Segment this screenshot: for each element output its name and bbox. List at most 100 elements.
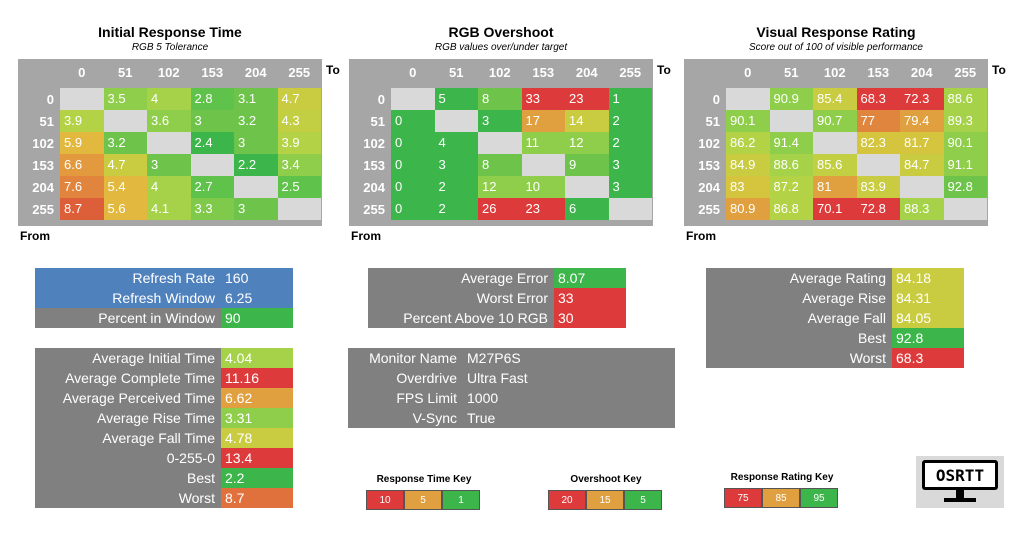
stat-label: Percent in Window (35, 308, 221, 328)
stat-row: Average Rise Time 3.31 (35, 408, 293, 428)
heatmap-cell (813, 132, 857, 154)
stat-row: Average Initial Time 4.04 (35, 348, 293, 368)
heatmap-cell: 5.9 (60, 132, 104, 154)
stat-row: Refresh Rate 160 (35, 268, 293, 288)
heatmap-1: 0 51 102 153 204 255 0 3.5 4 2.8 3.1 4.7 51 3.9 3.6 3 3.… (18, 59, 322, 226)
column-header: 102 (157, 65, 180, 80)
panel-title: Visual Response Rating (756, 24, 916, 40)
stat-row: V-Sync True (348, 408, 675, 428)
stat-label: Average Fall Time (35, 428, 221, 448)
stat-row: Worst 8.7 (35, 488, 293, 508)
stat-label: Worst (706, 348, 892, 368)
panel-subtitle: RGB 5 Tolerance (131, 42, 209, 53)
heatmap-cell: 84.7 (900, 154, 944, 176)
key-title: Response Time Key (376, 474, 472, 485)
stat-value: 84.05 (892, 308, 964, 328)
heatmap-cell: 91.4 (769, 132, 813, 154)
stat-label: FPS Limit (348, 388, 463, 408)
row-header: 204 (698, 180, 720, 195)
heatmap-cell: 3 (608, 154, 652, 176)
stat-value: True (463, 408, 675, 428)
heatmap-cell: 3 (478, 110, 522, 132)
heatmap-cell: 8 (478, 88, 522, 110)
row-header: 255 (32, 202, 54, 217)
heatmap-cell (726, 88, 770, 110)
heatmap-cell: 4.3 (277, 110, 321, 132)
stat-label: Best (35, 468, 221, 488)
column-header: 204 (575, 65, 598, 80)
row-header: 102 (32, 136, 54, 151)
stat-value: 84.18 (892, 268, 964, 288)
column-header: 51 (784, 65, 799, 80)
stat-label: Percent Above 10 RGB (368, 308, 554, 328)
heatmap-cell: 2.7 (190, 176, 234, 198)
stat-row: Average Complete Time 11.16 (35, 368, 293, 388)
heatmap-cell: 81.7 (900, 132, 944, 154)
key-swatch: 75 (724, 488, 762, 508)
row-header: 51 (39, 114, 54, 129)
heatmap-cell: 4 (147, 88, 191, 110)
row-header: 0 (377, 92, 385, 107)
stat-value: 6.62 (221, 388, 293, 408)
stat-label: Worst (35, 488, 221, 508)
to-label: To (992, 63, 1006, 77)
logo-text: OSRTT (935, 466, 985, 485)
heatmap-cell: 3 (234, 132, 278, 154)
stat-value: 8.07 (554, 268, 626, 288)
column-header: 51 (449, 65, 464, 80)
heatmap-cell (856, 154, 900, 176)
key-title: Overshoot Key (570, 474, 642, 485)
heatmap-cell (190, 154, 234, 176)
stat-value: 4.78 (221, 428, 293, 448)
heatmap-cell: 23 (521, 198, 565, 220)
heatmap-cell: 12 (478, 176, 522, 198)
heatmap-cell: 0 (391, 176, 435, 198)
stat-label: Worst Error (368, 288, 554, 308)
heatmap-cell (769, 110, 813, 132)
heatmap-cell: 5 (434, 88, 478, 110)
key-swatch: 85 (762, 488, 800, 508)
stat-row: Overdrive Ultra Fast (348, 368, 675, 388)
stat-row: Average Rise 84.31 (706, 288, 964, 308)
heatmap-cell: 4 (434, 132, 478, 154)
heatmap-cell: 80.9 (726, 198, 770, 220)
heatmap-cell: 4.7 (103, 154, 147, 176)
heatmap-cell: 89.3 (943, 110, 987, 132)
stat-row: Percent in Window 90 (35, 308, 293, 328)
heatmap-cell: 17 (521, 110, 565, 132)
stat-value: Ultra Fast (463, 368, 675, 388)
heatmap-cell: 14 (565, 110, 609, 132)
heatmap-cell: 2 (608, 132, 652, 154)
stat-row: Refresh Window 6.25 (35, 288, 293, 308)
row-header: 204 (32, 180, 54, 195)
heatmap-cell: 84.9 (726, 154, 770, 176)
heatmap-cell: 90.1 (726, 110, 770, 132)
row-header: 102 (698, 136, 720, 151)
heatmap-cell: 86.8 (769, 198, 813, 220)
heatmap-cell (234, 176, 278, 198)
heatmap-cell: 77 (856, 110, 900, 132)
stat-label: Average Perceived Time (35, 388, 221, 408)
key-swatch: 10 (366, 490, 404, 510)
heatmap-cell (277, 198, 321, 220)
heatmap-cell: 3.2 (234, 110, 278, 132)
stat-label: Overdrive (348, 368, 463, 388)
stat-value: 8.7 (221, 488, 293, 508)
to-label: To (657, 63, 671, 77)
heatmap-cell: 72.3 (900, 88, 944, 110)
heatmap-cell: 3.5 (103, 88, 147, 110)
column-header: 255 (954, 65, 977, 80)
heatmap-cell: 85.4 (813, 88, 857, 110)
heatmap-cell: 3.3 (190, 198, 234, 220)
stat-value: 160 (221, 268, 293, 288)
heatmap-cell: 3.9 (60, 110, 104, 132)
stat-value: 30 (554, 308, 626, 328)
from-label: From (20, 229, 50, 243)
heatmap-cell: 8.7 (60, 198, 104, 220)
key-swatch: 20 (548, 490, 586, 510)
row-header: 102 (363, 136, 385, 151)
heatmap-cell: 0 (391, 110, 435, 132)
column-header: 204 (244, 65, 267, 80)
heatmap-cell (608, 198, 652, 220)
heatmap-cell: 6.6 (60, 154, 104, 176)
